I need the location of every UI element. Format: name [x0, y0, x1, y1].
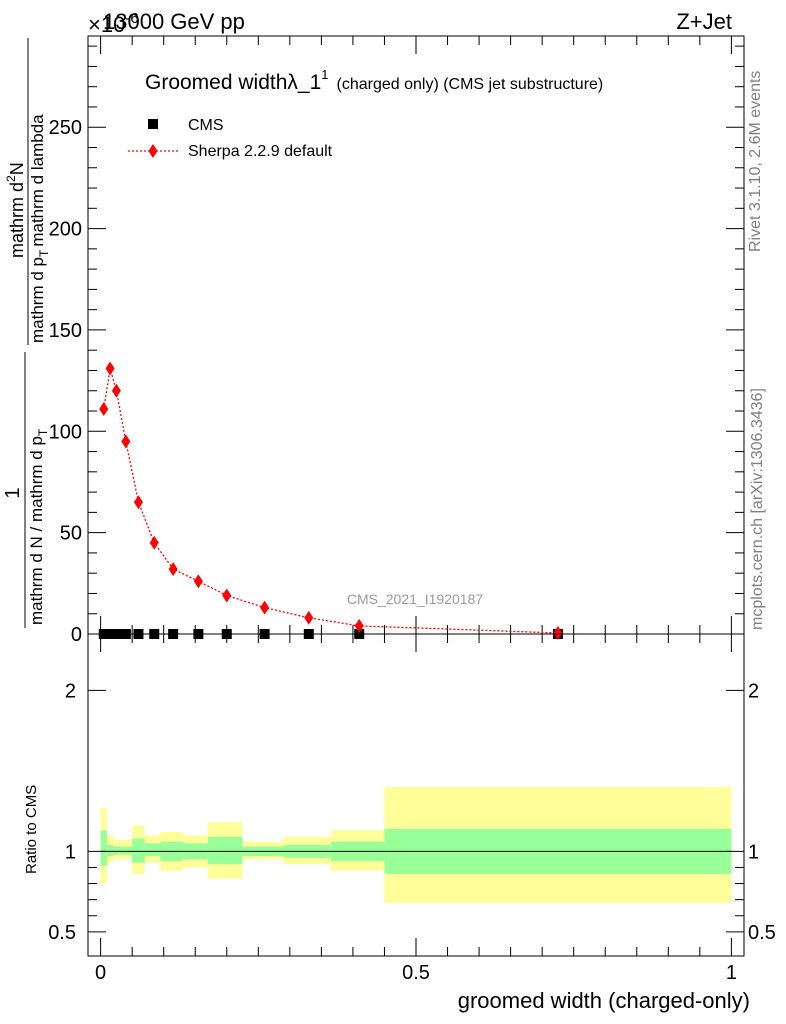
sherpa-point — [111, 383, 121, 398]
x-axis-label: groomed width (charged-only) — [458, 988, 750, 1013]
ratio-xtick-label: 0.5 — [402, 962, 430, 984]
legend-sherpa-marker — [148, 144, 158, 158]
ylabel-deriv-den-sub: T — [37, 249, 51, 257]
ratio-y-label: Ratio to CMS — [23, 785, 40, 874]
y-exponent: ×10-6 — [88, 10, 139, 37]
header-channel: Z+Jet — [676, 9, 732, 34]
title-rest: (charged only) (CMS jet substructure) — [337, 76, 604, 93]
sherpa-point — [99, 401, 109, 416]
header-process: 13000 GeV pp — [103, 9, 245, 34]
ylabel-deriv-den-rest: mathrm d lambda — [28, 114, 47, 247]
ylabel-deriv-num-sup: 2 — [4, 175, 18, 182]
sherpa-point — [304, 610, 314, 625]
ratio-ytick-label: 1 — [65, 841, 76, 863]
sherpa-point — [260, 600, 270, 615]
main-frame — [87, 35, 745, 635]
ylabel-deriv-num-rest: N — [7, 162, 27, 175]
ratio-band-inner — [113, 846, 133, 855]
sherpa-point — [121, 434, 131, 449]
title-lambda: λ_1 — [287, 71, 321, 94]
sherpa-point — [193, 574, 203, 589]
plot-title: Groomed widthλ_11 (charged only) (CMS jet… — [145, 67, 603, 94]
title-main: Groomed width — [145, 71, 287, 94]
main-ytick-label: 0 — [71, 624, 82, 646]
sherpa-point — [222, 588, 232, 603]
mcplots-note: mcplots.cern.ch [arXiv:1306.3436] — [749, 388, 766, 630]
sherpa-point — [105, 361, 115, 376]
ylabel-deriv-den-main: mathrm d p — [28, 257, 47, 343]
ratio-ytick-label-right: 0.5 — [748, 922, 776, 944]
sherpa-point — [168, 562, 178, 577]
sherpa-point — [149, 535, 159, 550]
ratio-xtick-label: 1 — [726, 962, 737, 984]
ylabel-deriv-den: mathrm d pTmathrm d lambda — [28, 114, 51, 343]
main-ticks: 0 50 100 150 200 250 — [49, 36, 744, 646]
legend-cms-label: CMS — [188, 117, 224, 134]
ratio-band-inner — [106, 844, 114, 857]
ratio-frame — [87, 633, 745, 957]
ylabel-frac-den: mathrm d N / mathrm d pT — [27, 428, 50, 625]
sherpa-points — [99, 361, 563, 640]
ylabel-frac-den-sub: T — [36, 428, 50, 436]
sherpa-line — [103, 368, 558, 634]
legend-sherpa-label: Sherpa 2.2.9 default — [188, 143, 333, 160]
watermark: CMS_2021_I1920187 — [347, 591, 483, 607]
main-ytick-label: 250 — [49, 117, 82, 139]
y-exponent-base: ×10 — [88, 12, 125, 37]
ratio-ytick-label-right: 2 — [748, 680, 759, 702]
rivet-note: Rivet 3.1.10, 2.6M events — [747, 71, 764, 252]
main-ytick-label: 100 — [49, 421, 82, 443]
ylabel-deriv-num-main: mathrm d — [7, 182, 27, 258]
main-panel: 0 50 100 150 200 250 CMS_2021_I1920187 Groome… — [2, 35, 745, 646]
y-exponent-power: -6 — [125, 10, 138, 27]
ylabel-frac-num: 1 — [2, 487, 24, 498]
legend-cms-marker — [148, 119, 158, 129]
main-ytick-label: 150 — [49, 320, 82, 342]
ratio-ytick-label: 2 — [65, 680, 76, 702]
ratio-xtick-label: 0 — [95, 962, 106, 984]
ratio-band-inner — [132, 838, 145, 863]
sherpa-point — [553, 625, 563, 640]
ratio-ticks: 0.5 0.5 1 1 2 2 0 0.5 1 — [48, 634, 776, 984]
ylabel-frac-den-main: mathrm d N / mathrm d p — [27, 436, 46, 625]
main-ytick-label: 200 — [49, 219, 82, 241]
ratio-band-inner — [100, 830, 107, 866]
ylabel-deriv-num: mathrm d2N — [4, 162, 27, 258]
sherpa-point — [133, 495, 143, 510]
main-ytick-label: 50 — [60, 523, 82, 545]
y-axis-label: 1 mathrm d N / mathrm d pT mathrm d2N ma… — [2, 38, 51, 628]
ratio-ytick-label-right: 1 — [748, 841, 759, 863]
ratio-band-inner — [144, 843, 161, 857]
ratio-panel: 0.5 0.5 1 1 2 2 0 0.5 1 Ratio to CMS groomed wid… — [23, 633, 776, 1013]
ratio-band-inner — [207, 836, 243, 865]
ratio-ytick-label: 0.5 — [48, 922, 76, 944]
legend: CMS Sherpa 2.2.9 default — [128, 117, 333, 160]
title-sup: 1 — [321, 67, 328, 82]
sherpa-point — [354, 618, 364, 633]
